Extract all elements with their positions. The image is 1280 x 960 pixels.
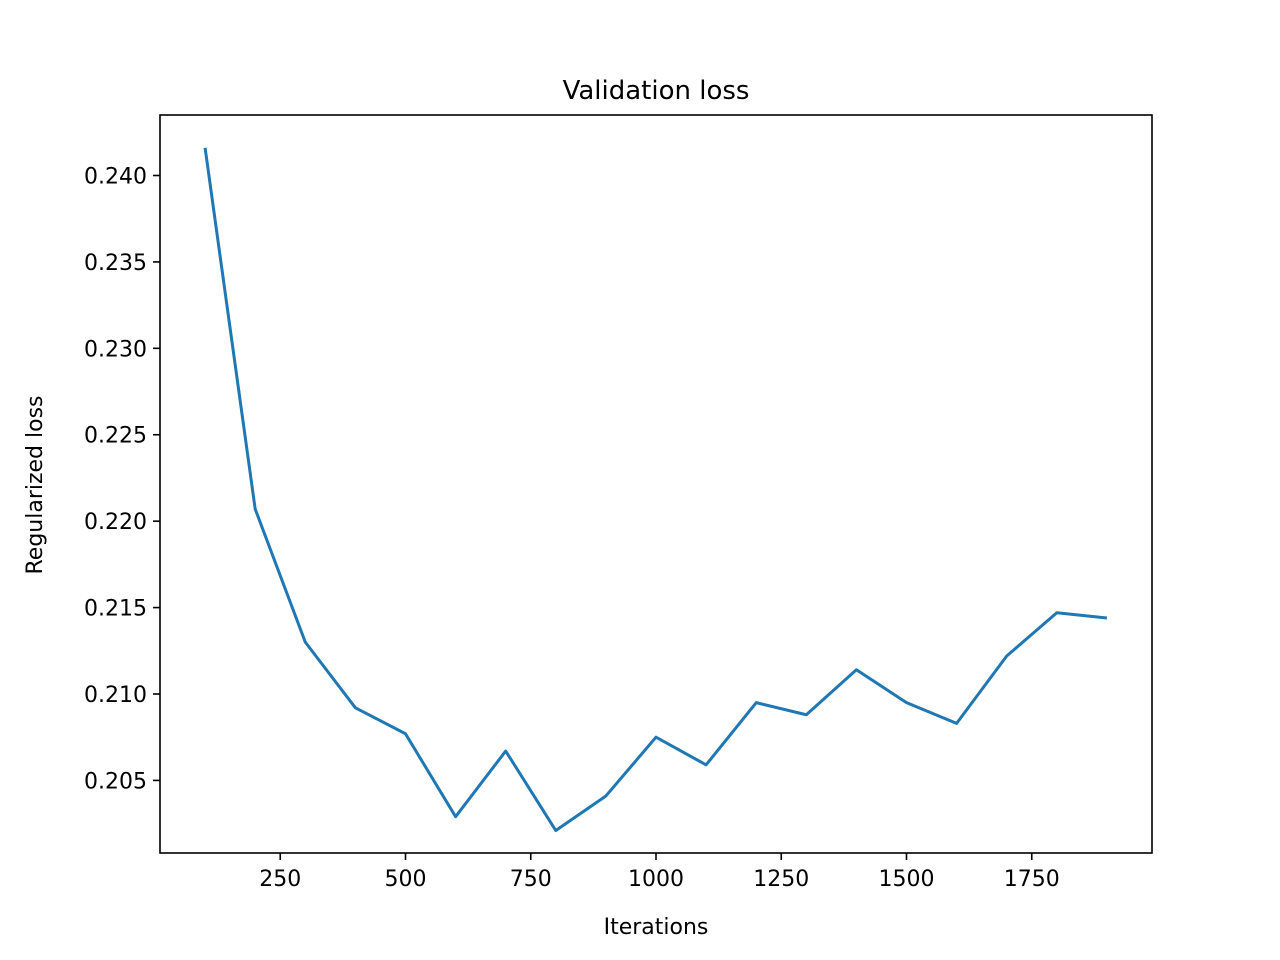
x-tick-label: 500 bbox=[384, 867, 426, 892]
series-line-0 bbox=[203, 147, 1108, 833]
x-tick-label: 1750 bbox=[1004, 867, 1060, 892]
y-tick-label: 0.235 bbox=[84, 251, 147, 276]
plot-area: 250 500 750 1000 1250 1500 1750 0.205 0.210 0.215… bbox=[84, 114, 1153, 892]
y-tick-label: 0.215 bbox=[84, 597, 147, 622]
y-tick-label: 0.205 bbox=[84, 769, 147, 794]
x-tick-label: 1250 bbox=[753, 867, 809, 892]
y-tick-label: 0.210 bbox=[84, 683, 147, 708]
y-tick-label: 0.230 bbox=[84, 337, 147, 362]
x-tick-label: 1000 bbox=[628, 867, 684, 892]
x-axis-label: Iterations bbox=[604, 915, 709, 940]
x-tick-label: 250 bbox=[259, 867, 301, 892]
y-axis-label: Regularized loss bbox=[23, 395, 48, 574]
chart-title: Validation loss bbox=[563, 76, 750, 106]
y-tick-label: 0.220 bbox=[84, 510, 147, 535]
y-tick-label: 0.240 bbox=[84, 164, 147, 189]
x-tick-label: 1500 bbox=[879, 867, 935, 892]
x-tick-label: 750 bbox=[510, 867, 552, 892]
y-tick-label: 0.225 bbox=[84, 424, 147, 449]
